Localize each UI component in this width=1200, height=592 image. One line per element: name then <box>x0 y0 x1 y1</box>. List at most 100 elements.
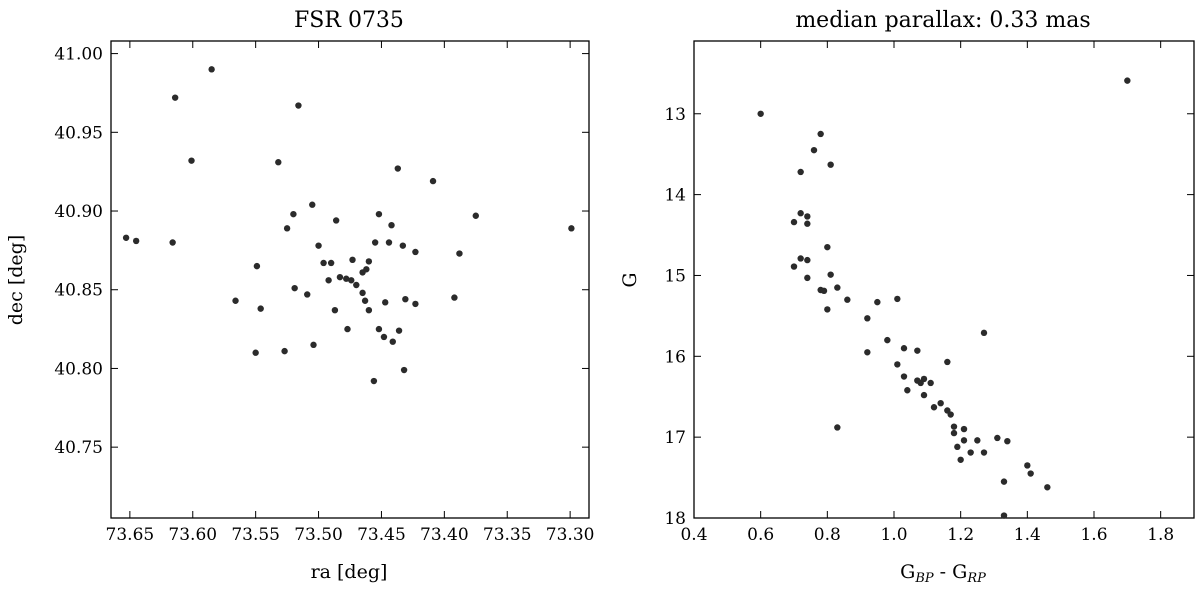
left-y-tick-label: 40.95 <box>54 123 103 143</box>
left-x-tick-label: 73.45 <box>357 525 406 545</box>
right-plot-frame <box>693 40 1195 519</box>
right-y-tick-label: 16 <box>664 347 686 367</box>
right-data-point <box>994 434 1001 442</box>
right-data-point <box>797 255 804 262</box>
left-data-point <box>281 347 288 355</box>
left-data-point <box>353 281 360 289</box>
right-data-point <box>950 423 958 430</box>
left-data-point <box>325 277 332 284</box>
right-data-point <box>804 213 811 220</box>
left-data-point <box>394 165 401 172</box>
right-x-axis-label: GBP - GRP <box>900 561 986 586</box>
right-data-point <box>884 336 891 344</box>
right-data-point <box>894 361 901 368</box>
left-data-point <box>315 242 322 249</box>
right-x-ticks: 0.4 0.6 0.8 1.0 1.2 1.4 1.6 1.8 <box>680 41 1174 545</box>
panel-sky-positions: FSR 0735 73.65 73.60 73.55 73.50 73.45 73.40 7… <box>5 8 594 583</box>
right-data-point <box>1004 437 1011 445</box>
right-y-tick-label: 18 <box>664 509 686 529</box>
left-y-tick-label: 40.90 <box>54 202 103 222</box>
left-data-point <box>380 333 388 341</box>
right-x-tick-label: 0.8 <box>814 525 841 545</box>
left-x-tick-label: 73.60 <box>168 525 217 545</box>
right-data-point <box>937 399 944 407</box>
right-chart-title: median parallax: 0.33 mas <box>795 8 1090 33</box>
right-y-ticks: 13 14 15 16 17 18 <box>664 105 1194 529</box>
left-data-point <box>363 266 370 273</box>
xlabel-bp: BP <box>914 571 934 586</box>
right-data-point <box>1124 77 1131 84</box>
left-data-point <box>310 341 317 349</box>
left-data-point <box>361 297 369 304</box>
right-y-axis-label: G <box>619 272 641 287</box>
right-x-tick-label: 0.6 <box>747 525 774 545</box>
right-y-tick-label: 14 <box>664 186 686 206</box>
right-data-point <box>817 130 824 138</box>
left-data-point <box>208 66 215 73</box>
right-data-point <box>864 315 871 322</box>
left-data-point <box>344 325 351 333</box>
right-y-tick-label: 15 <box>664 266 686 286</box>
right-data-point <box>960 437 968 444</box>
right-data-point <box>960 425 968 433</box>
right-x-tick-label: 0.4 <box>680 525 707 545</box>
right-data-point <box>804 274 811 282</box>
right-data-point <box>824 306 831 313</box>
left-data-point <box>336 273 344 281</box>
right-data-point <box>1000 478 1008 485</box>
right-data-point <box>980 329 988 337</box>
right-data-point <box>874 298 881 306</box>
right-data-point <box>810 146 818 154</box>
right-data-point <box>944 358 951 366</box>
right-data-point <box>820 287 828 295</box>
left-data-point <box>451 294 458 301</box>
left-data-point <box>327 259 335 267</box>
xlabel-g: G <box>900 561 915 583</box>
right-data-point <box>797 210 804 217</box>
left-data-point <box>389 338 396 345</box>
left-y-tick-label: 40.75 <box>54 438 103 458</box>
right-x-tick-label: 1.8 <box>1147 525 1174 545</box>
left-data-point <box>291 284 298 292</box>
right-x-tick-label: 1.4 <box>1014 525 1041 545</box>
left-data-point <box>290 210 297 218</box>
right-data-point <box>947 411 954 418</box>
left-x-tick-label: 73.40 <box>420 525 469 545</box>
left-data-point <box>343 275 350 282</box>
left-data-point <box>169 239 176 246</box>
left-y-tick-label: 40.85 <box>54 281 103 301</box>
left-data-point <box>348 277 355 284</box>
left-data-point <box>320 259 327 267</box>
right-data-point <box>930 404 938 411</box>
left-x-tick-label: 73.65 <box>106 525 155 545</box>
left-y-axis-label: dec [deg] <box>5 235 27 325</box>
right-data-point <box>927 379 934 387</box>
right-data-point <box>974 437 981 444</box>
right-points <box>757 77 1131 519</box>
left-data-point <box>456 250 463 257</box>
right-data-point <box>980 449 988 456</box>
right-data-point <box>917 379 924 387</box>
right-data-point <box>920 391 928 399</box>
right-y-tick-label: 13 <box>664 105 686 125</box>
left-data-point <box>382 299 389 306</box>
left-data-point <box>375 210 383 218</box>
left-points <box>122 66 575 385</box>
left-data-point <box>331 306 339 314</box>
panel-color-magnitude: median parallax: 0.33 mas 0.4 0.6 0.8 1.0 1.… <box>619 8 1195 586</box>
right-data-point <box>804 256 811 264</box>
right-data-point <box>804 220 811 227</box>
right-data-point <box>834 284 841 291</box>
right-x-tick-label: 1.6 <box>1080 525 1107 545</box>
right-y-tick-label: 17 <box>664 428 686 448</box>
right-data-point <box>824 243 831 251</box>
left-plot-frame <box>110 40 590 519</box>
left-data-point <box>400 366 408 374</box>
left-y-tick-label: 41.00 <box>54 45 103 65</box>
left-data-point <box>253 262 261 270</box>
left-x-axis-label: ra [deg] <box>311 561 388 583</box>
right-data-point <box>967 449 974 456</box>
xlabel-rp: RP <box>966 571 986 586</box>
right-data-point <box>827 271 834 278</box>
left-data-point <box>188 157 195 164</box>
